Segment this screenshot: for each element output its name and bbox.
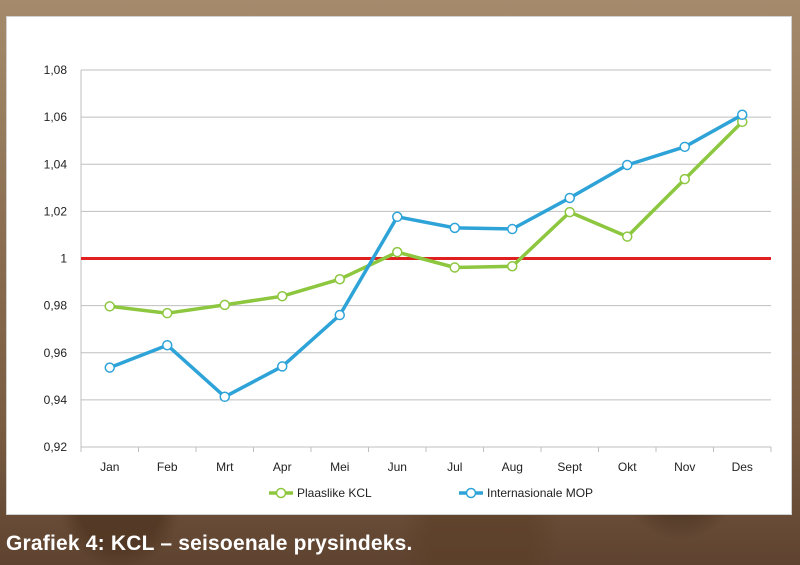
data-point — [622, 231, 633, 242]
x-tick-label: Aug — [502, 460, 523, 474]
data-point — [104, 362, 115, 373]
data-point — [162, 339, 173, 351]
data-point — [507, 223, 518, 235]
x-tick-label: Jan — [100, 460, 119, 474]
chart-panel: 0,92 0,94 0,96 0,98 1 1,02 1,04 1,06 1,08 Jan Feb M… — [6, 16, 792, 515]
x-tick-label: Nov — [674, 460, 695, 474]
legend-swatch-marker — [275, 487, 287, 499]
data-point — [334, 273, 345, 285]
data-point — [679, 141, 690, 153]
line-chart: 0,92 0,94 0,96 0,98 1 1,02 1,04 1,06 1,08 Jan Feb M… — [44, 63, 772, 500]
data-point — [277, 361, 288, 372]
data-point — [162, 307, 173, 319]
data-point — [564, 192, 575, 204]
data-point — [392, 211, 403, 223]
x-tick-label: Jun — [388, 460, 407, 474]
x-tick-label: Sept — [557, 460, 582, 474]
chart-caption: Grafiek 4: KCL – seisoenale prysindeks. — [6, 532, 413, 555]
y-tick-label: 0,92 — [44, 440, 68, 454]
y-tick-label: 1,02 — [44, 204, 68, 218]
data-point — [679, 173, 690, 185]
x-tick-label: Feb — [157, 460, 178, 474]
data-point — [392, 246, 403, 258]
data-point — [104, 301, 115, 312]
data-point — [219, 299, 230, 311]
x-tick-label: Okt — [618, 460, 637, 474]
data-point — [507, 261, 518, 272]
legend-label: Internasionale MOP — [487, 486, 593, 500]
x-tick-label: Mei — [330, 460, 349, 474]
data-point — [564, 206, 575, 218]
y-tick-label: 0,94 — [44, 393, 68, 407]
data-point — [449, 262, 460, 273]
y-tick-label: 1 — [60, 252, 67, 266]
y-tick-label: 0,96 — [44, 346, 68, 360]
x-tick-label: Des — [732, 460, 753, 474]
legend-label: Plaaslike KCL — [297, 486, 372, 500]
data-point — [737, 109, 748, 121]
data-point — [449, 222, 460, 234]
data-point — [219, 391, 230, 403]
y-tick-label: 0,98 — [44, 299, 68, 313]
x-tick-label: Apr — [273, 460, 292, 474]
x-tick-label: Mrt — [216, 460, 234, 474]
legend-swatch-marker — [465, 487, 477, 499]
y-tick-label: 1,08 — [44, 63, 68, 77]
series-line-plaaslike-kcl — [109, 120, 744, 315]
data-point — [277, 290, 288, 302]
data-point — [622, 159, 633, 171]
x-tick-label: Jul — [447, 460, 462, 474]
y-tick-label: 1,06 — [44, 110, 68, 124]
data-point — [334, 309, 345, 321]
y-tick-label: 1,04 — [44, 157, 68, 171]
series-line-internasionale-mop — [109, 113, 744, 399]
